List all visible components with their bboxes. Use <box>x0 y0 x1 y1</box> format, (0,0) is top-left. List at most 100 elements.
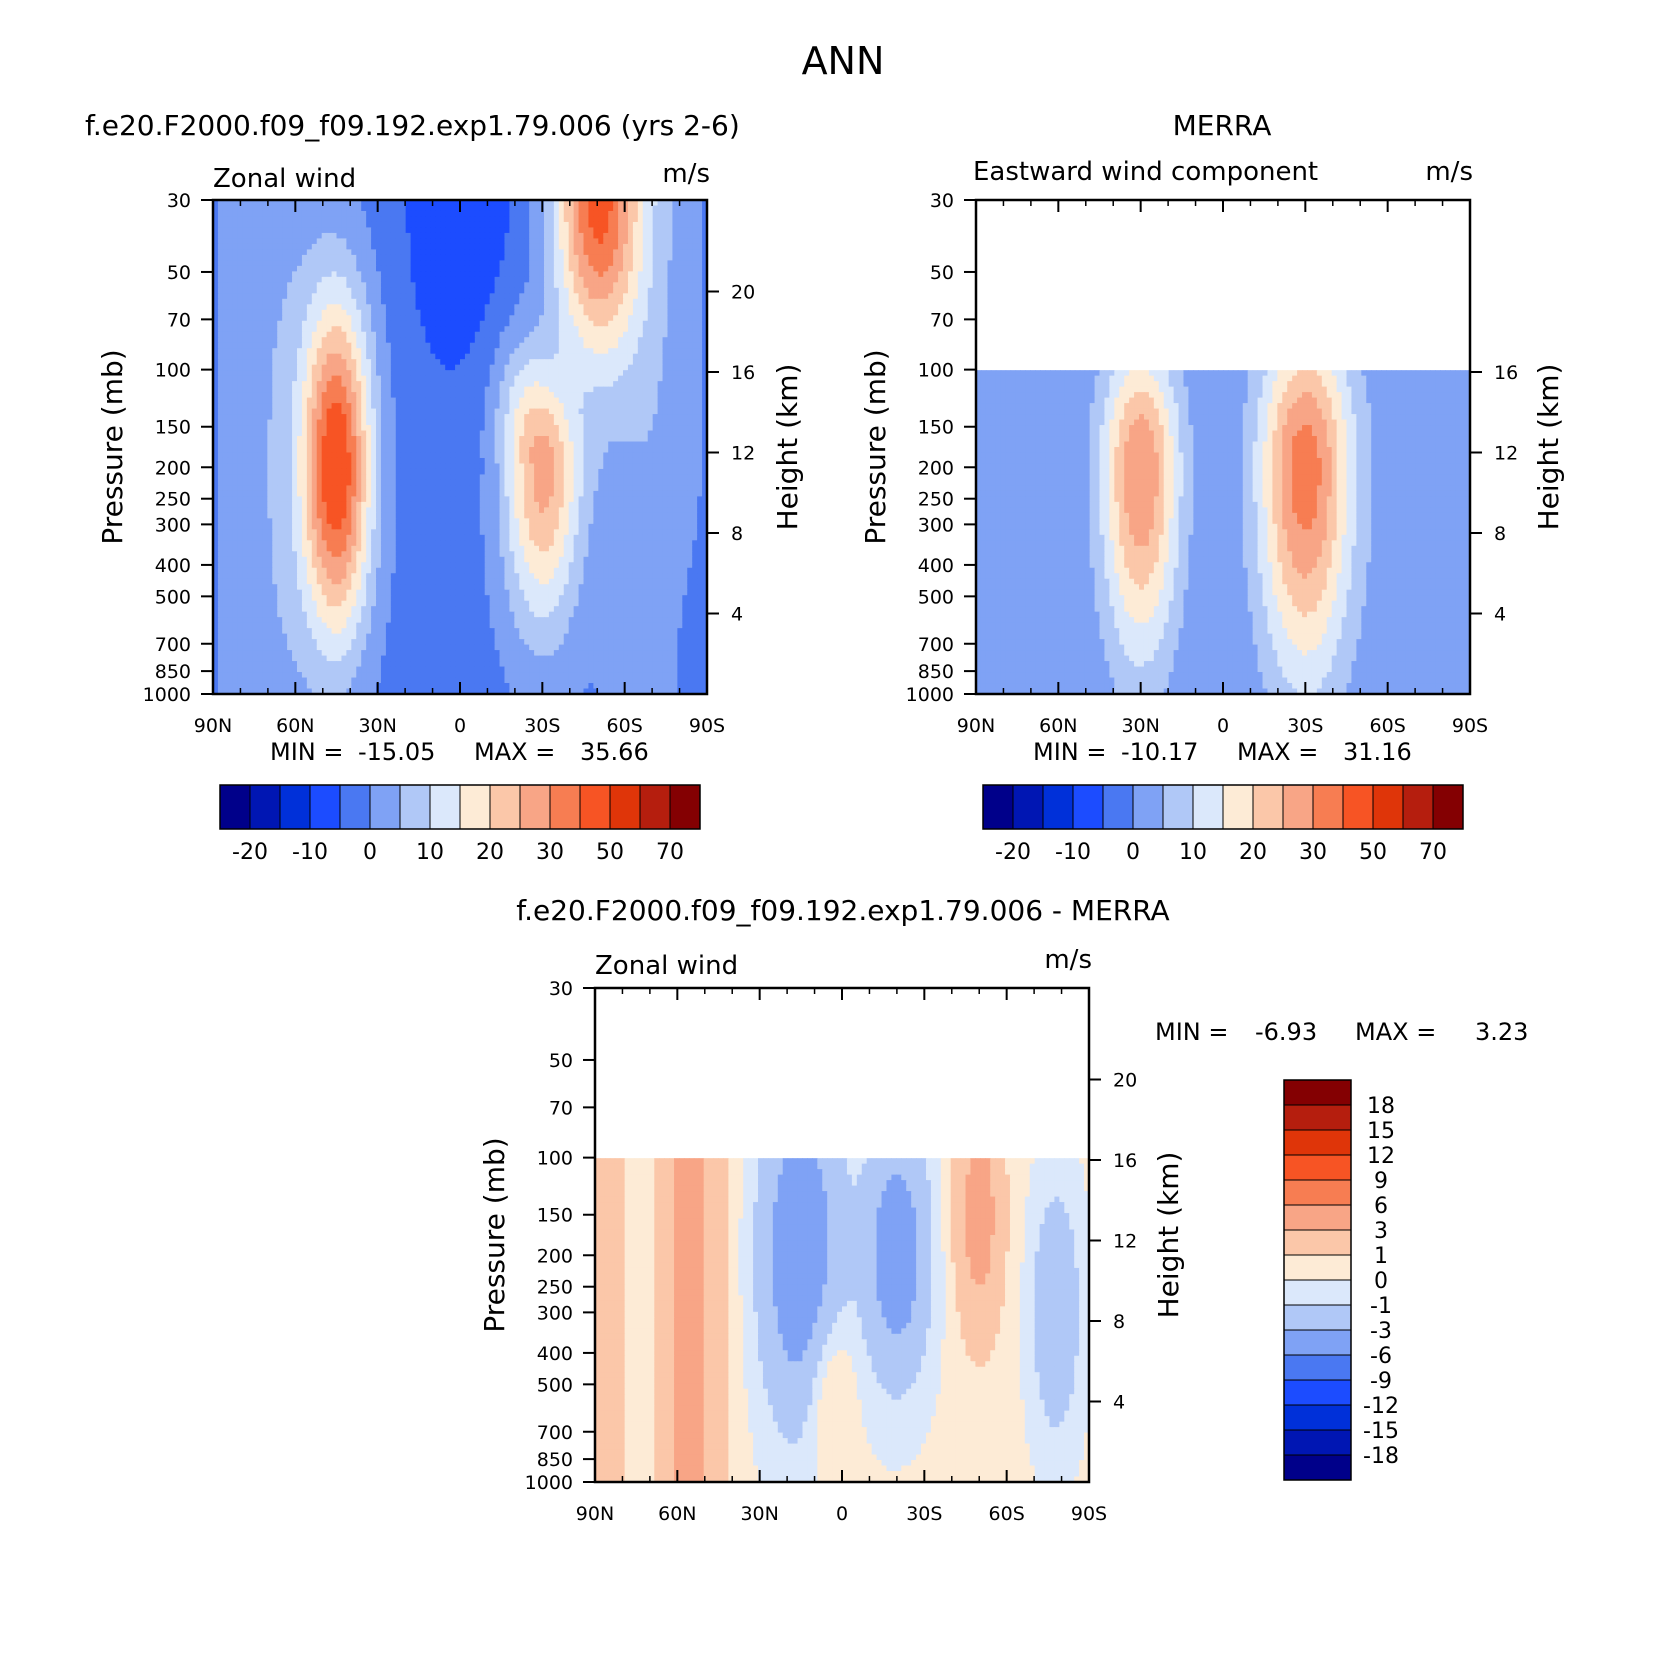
contour-cell <box>460 293 466 300</box>
contour-cell <box>435 200 441 207</box>
contour-cell <box>341 315 347 322</box>
contour-cell <box>593 463 599 470</box>
contour-cell <box>371 463 377 470</box>
contour-cell <box>301 342 308 349</box>
contour-cell <box>593 238 599 245</box>
contour-cell <box>450 232 456 240</box>
contour-cell <box>326 452 333 459</box>
contour-cell <box>217 282 224 289</box>
contour-cell <box>484 298 491 305</box>
contour-cell <box>356 419 362 426</box>
contour-cell <box>420 463 427 470</box>
contour-cell <box>445 227 451 234</box>
contour-cell <box>445 452 451 459</box>
contour-cell <box>450 282 456 289</box>
contour-cell <box>682 425 688 432</box>
contour-cell <box>509 397 515 404</box>
contour-cell <box>222 436 229 443</box>
contour-cell <box>247 271 254 278</box>
contour-cell <box>460 447 466 454</box>
contour-cell <box>292 397 298 404</box>
contour-cell <box>539 353 545 360</box>
contour-cell <box>563 386 570 393</box>
contour-cell <box>390 331 397 338</box>
contour-cell <box>489 425 496 432</box>
contour-cell <box>608 260 614 267</box>
contour-cell <box>494 337 501 344</box>
contour-cell <box>573 468 580 476</box>
contour-cell <box>326 227 333 234</box>
contour-cell <box>445 210 451 218</box>
contour-cell <box>213 276 219 283</box>
contour-cell <box>692 287 698 294</box>
contour-cell <box>608 232 614 240</box>
contour-cell <box>445 282 451 289</box>
contour-cell <box>613 392 619 399</box>
contour-cell <box>385 326 392 333</box>
contour-cell <box>563 397 570 404</box>
contour-cell <box>213 216 219 223</box>
contour-cell <box>632 419 639 426</box>
contour-cell <box>548 408 555 415</box>
contour-cell <box>573 254 580 261</box>
contour-cell <box>247 447 254 454</box>
contour-cell <box>593 447 599 454</box>
contour-cell <box>400 342 407 349</box>
contour-cell <box>425 205 431 212</box>
contour-cell <box>677 287 683 294</box>
contour-cell <box>341 304 347 311</box>
contour-cell <box>558 381 565 388</box>
contour-cell <box>311 419 318 426</box>
contour-cell <box>667 249 674 256</box>
contour-cell <box>341 381 347 388</box>
contour-cell <box>326 381 333 388</box>
contour-cell <box>296 298 303 305</box>
contour-cell <box>331 243 338 250</box>
contour-cell <box>568 468 575 476</box>
contour-cell <box>464 243 471 250</box>
contour-cell <box>662 425 669 432</box>
contour-cell <box>292 457 298 465</box>
contour-cell <box>296 200 303 207</box>
contour-cell <box>346 353 352 360</box>
contour-cell <box>682 381 688 388</box>
contour-cell <box>237 271 244 278</box>
contour-cell <box>395 447 402 454</box>
contour-cell <box>519 331 525 338</box>
contour-cell <box>232 364 239 371</box>
contour-cell <box>376 265 382 272</box>
contour-cell <box>222 359 229 366</box>
contour-cell <box>316 200 323 207</box>
contour-cell <box>351 403 357 410</box>
contour-cell <box>435 348 441 355</box>
contour-cell <box>390 304 397 311</box>
contour-cell <box>504 447 510 454</box>
contour-cell <box>573 348 580 355</box>
contour-cell <box>499 320 506 327</box>
contour-cell <box>514 452 520 459</box>
contour-cell <box>366 375 372 382</box>
contour-cell <box>262 260 268 267</box>
contour-cell <box>311 320 318 327</box>
contour-cell <box>662 381 669 388</box>
contour-cell <box>435 364 441 371</box>
contour-cell <box>356 221 362 229</box>
contour-cell <box>296 392 303 399</box>
contour-cell <box>464 227 471 234</box>
contour-cell <box>222 200 229 207</box>
contour-cell <box>623 210 629 218</box>
contour-cell <box>395 408 402 415</box>
contour-cell <box>311 397 318 404</box>
contour-cell <box>568 238 575 245</box>
contour-cell <box>435 249 441 256</box>
contour-cell <box>267 436 273 443</box>
contour-cell <box>637 304 644 311</box>
contour-cell <box>400 463 407 470</box>
contour-cell <box>292 331 298 338</box>
contour-cell <box>632 337 639 344</box>
contour-cell <box>222 353 229 360</box>
contour-cell <box>272 309 278 316</box>
contour-cell <box>296 452 303 459</box>
contour-cell <box>336 414 343 421</box>
